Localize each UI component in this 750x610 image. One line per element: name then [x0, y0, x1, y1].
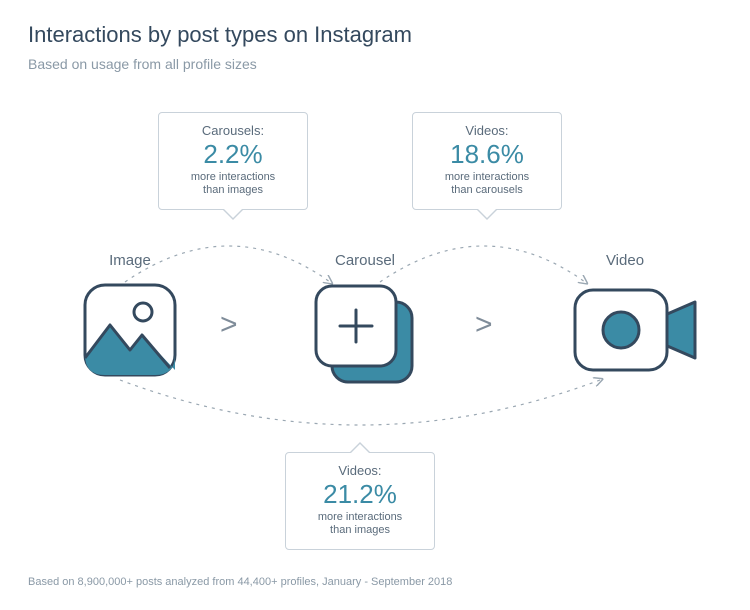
callout-title: Videos:	[421, 123, 553, 138]
label-image: Image	[90, 252, 170, 269]
callout-carousels: Carousels: 2.2% more interactions than i…	[158, 112, 308, 210]
image-icon	[80, 280, 180, 380]
callout-title: Videos:	[294, 463, 426, 478]
callout-value: 18.6%	[421, 140, 553, 169]
separator-gt-2: >	[475, 308, 493, 342]
callout-title: Carousels:	[167, 123, 299, 138]
callout-value: 2.2%	[167, 140, 299, 169]
footnote: Based on 8,900,000+ posts analyzed from …	[28, 576, 452, 588]
callout-sub: more interactions than images	[294, 511, 426, 537]
callout-videos-vs-carousels: Videos: 18.6% more interactions than car…	[412, 112, 562, 210]
callout-sub: more interactions than images	[167, 171, 299, 197]
page-title: Interactions by post types on Instagram	[28, 22, 412, 48]
separator-gt-1: >	[220, 308, 238, 342]
callout-videos-vs-images: Videos: 21.2% more interactions than ima…	[285, 452, 435, 550]
label-video: Video	[585, 252, 665, 269]
label-carousel: Carousel	[315, 252, 415, 269]
callout-value: 21.2%	[294, 480, 426, 509]
video-icon	[570, 280, 700, 380]
callout-sub: more interactions than carousels	[421, 171, 553, 197]
carousel-icon	[310, 280, 420, 390]
page-subtitle: Based on usage from all profile sizes	[28, 56, 257, 72]
